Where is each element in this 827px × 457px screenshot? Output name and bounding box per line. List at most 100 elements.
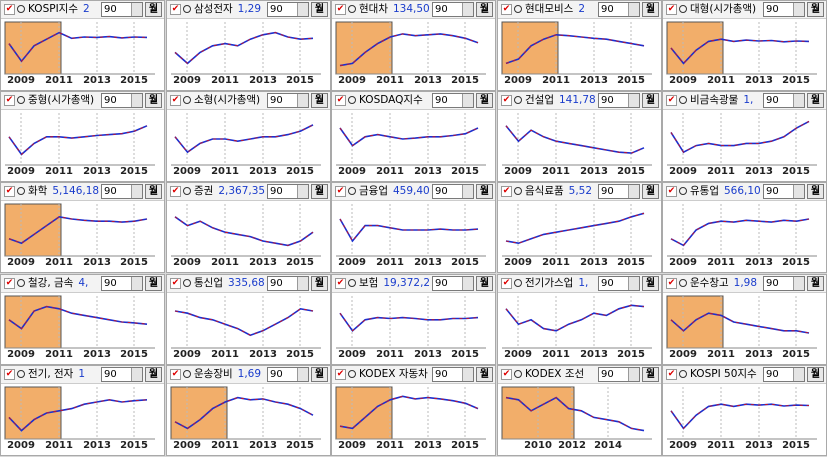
checkbox[interactable]: ✔ (4, 369, 15, 380)
search-icon[interactable] (17, 279, 25, 287)
period-select[interactable]: 90 (598, 276, 640, 291)
period-select[interactable]: 90 (267, 367, 309, 382)
checkbox[interactable]: ✔ (4, 186, 15, 197)
checkbox[interactable]: ✔ (666, 4, 677, 15)
period-select[interactable]: 90 (763, 367, 805, 382)
search-icon[interactable] (17, 187, 25, 195)
period-select[interactable]: 90 (763, 2, 805, 17)
search-icon[interactable] (514, 370, 522, 378)
period-select[interactable]: 90 (101, 367, 143, 382)
period-select[interactable]: 90 (432, 276, 474, 291)
search-icon[interactable] (514, 279, 522, 287)
search-icon[interactable] (514, 187, 522, 195)
period-button[interactable]: 월 (145, 93, 162, 108)
period-button[interactable]: 월 (145, 2, 162, 17)
period-button[interactable]: 월 (145, 184, 162, 199)
period-button[interactable]: 월 (311, 93, 328, 108)
checkbox[interactable]: ✔ (4, 278, 15, 289)
search-icon[interactable] (348, 370, 356, 378)
period-button[interactable]: 월 (145, 276, 162, 291)
period-button[interactable]: 월 (311, 367, 328, 382)
checkbox[interactable]: ✔ (666, 369, 677, 380)
period-select[interactable]: 90 (432, 93, 474, 108)
period-button[interactable]: 월 (476, 276, 493, 291)
period-button[interactable]: 월 (476, 367, 493, 382)
period-select[interactable]: 90 (763, 184, 805, 199)
checkbox[interactable]: ✔ (666, 95, 677, 106)
period-button[interactable]: 월 (311, 2, 328, 17)
period-select[interactable]: 90 (763, 93, 805, 108)
checkbox[interactable]: ✔ (170, 95, 181, 106)
period-button[interactable]: 월 (642, 276, 659, 291)
search-icon[interactable] (183, 370, 191, 378)
search-icon[interactable] (348, 5, 356, 13)
checkbox[interactable]: ✔ (335, 4, 346, 15)
period-select[interactable]: 90 (267, 2, 309, 17)
period-select[interactable]: 90 (598, 2, 640, 17)
period-select[interactable]: 90 (763, 276, 805, 291)
checkbox[interactable]: ✔ (501, 186, 512, 197)
search-icon[interactable] (679, 96, 687, 104)
search-icon[interactable] (348, 279, 356, 287)
period-button[interactable]: 월 (807, 276, 824, 291)
period-button[interactable]: 월 (642, 184, 659, 199)
period-button[interactable]: 월 (807, 184, 824, 199)
period-select[interactable]: 90 (267, 93, 309, 108)
period-select[interactable]: 90 (101, 276, 143, 291)
checkbox[interactable]: ✔ (501, 4, 512, 15)
search-icon[interactable] (17, 370, 25, 378)
period-button[interactable]: 월 (807, 93, 824, 108)
search-icon[interactable] (17, 96, 25, 104)
period-button[interactable]: 월 (311, 276, 328, 291)
period-select[interactable]: 90 (101, 93, 143, 108)
period-select[interactable]: 90 (267, 184, 309, 199)
checkbox[interactable]: ✔ (501, 369, 512, 380)
checkbox[interactable]: ✔ (335, 186, 346, 197)
search-icon[interactable] (348, 96, 356, 104)
checkbox[interactable]: ✔ (666, 186, 677, 197)
checkbox[interactable]: ✔ (666, 278, 677, 289)
period-select[interactable]: 90 (432, 184, 474, 199)
period-button[interactable]: 월 (476, 184, 493, 199)
checkbox[interactable]: ✔ (4, 4, 15, 15)
period-select[interactable]: 90 (432, 2, 474, 17)
checkbox[interactable]: ✔ (170, 278, 181, 289)
period-select[interactable]: 90 (101, 2, 143, 17)
period-select[interactable]: 90 (432, 367, 474, 382)
period-button[interactable]: 월 (807, 2, 824, 17)
search-icon[interactable] (183, 279, 191, 287)
checkbox[interactable]: ✔ (170, 4, 181, 15)
period-select[interactable]: 90 (598, 93, 640, 108)
checkbox[interactable]: ✔ (501, 95, 512, 106)
checkbox[interactable]: ✔ (501, 278, 512, 289)
period-button[interactable]: 월 (145, 367, 162, 382)
search-icon[interactable] (183, 187, 191, 195)
period-button[interactable]: 월 (476, 2, 493, 17)
period-select[interactable]: 90 (101, 184, 143, 199)
period-select[interactable]: 90 (598, 367, 640, 382)
search-icon[interactable] (17, 5, 25, 13)
search-icon[interactable] (183, 96, 191, 104)
search-icon[interactable] (348, 187, 356, 195)
search-icon[interactable] (679, 187, 687, 195)
period-button[interactable]: 월 (476, 93, 493, 108)
checkbox[interactable]: ✔ (4, 95, 15, 106)
checkbox[interactable]: ✔ (170, 186, 181, 197)
checkbox[interactable]: ✔ (335, 369, 346, 380)
period-button[interactable]: 월 (807, 367, 824, 382)
search-icon[interactable] (514, 5, 522, 13)
checkbox[interactable]: ✔ (335, 95, 346, 106)
search-icon[interactable] (679, 5, 687, 13)
period-select[interactable]: 90 (267, 276, 309, 291)
period-button[interactable]: 월 (311, 184, 328, 199)
checkbox[interactable]: ✔ (170, 369, 181, 380)
search-icon[interactable] (679, 370, 687, 378)
period-select[interactable]: 90 (598, 184, 640, 199)
period-button[interactable]: 월 (642, 367, 659, 382)
search-icon[interactable] (514, 96, 522, 104)
checkbox[interactable]: ✔ (335, 278, 346, 289)
search-icon[interactable] (679, 279, 687, 287)
period-button[interactable]: 월 (642, 93, 659, 108)
period-button[interactable]: 월 (642, 2, 659, 17)
search-icon[interactable] (183, 5, 191, 13)
